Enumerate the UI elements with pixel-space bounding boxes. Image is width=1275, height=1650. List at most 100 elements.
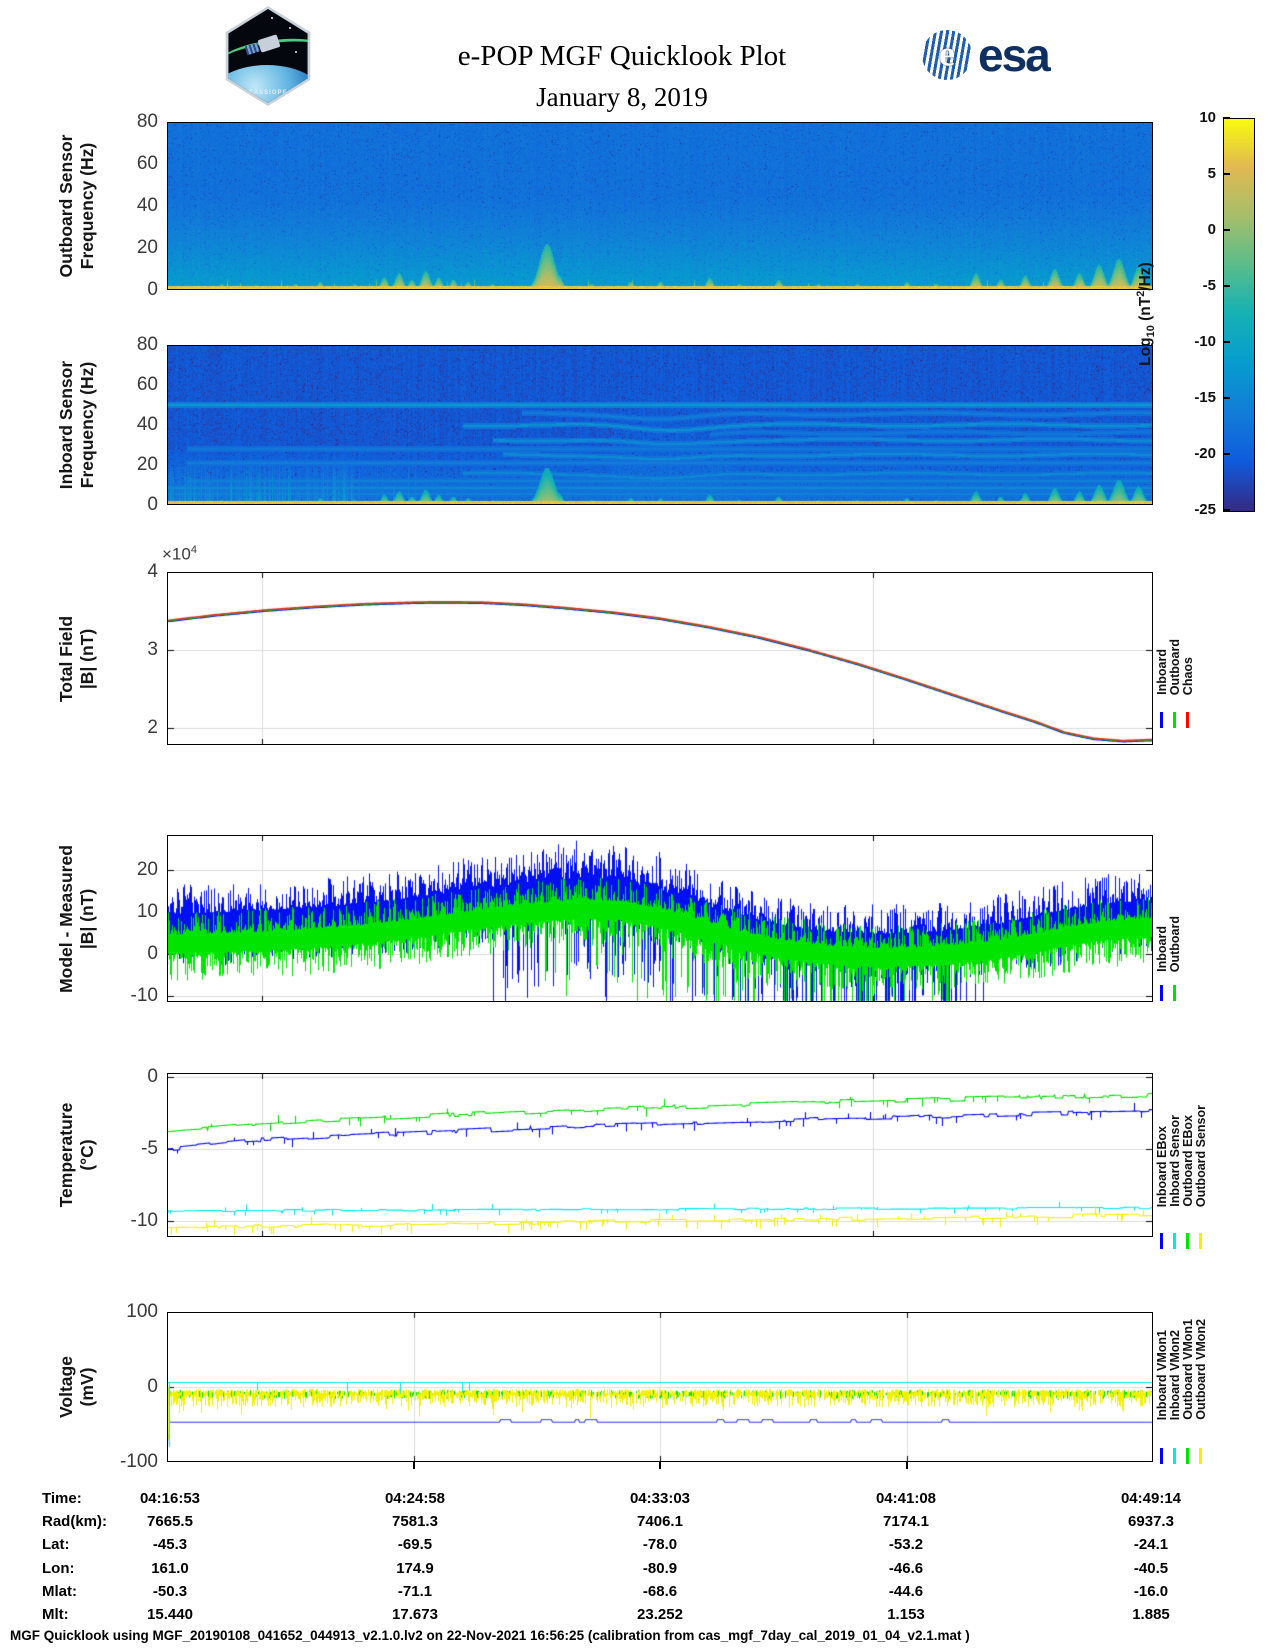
total-field-ytick-label: 4 xyxy=(147,561,158,582)
total-field-ytick-label: 3 xyxy=(147,639,158,660)
table-row-label-lon: Lon: xyxy=(42,1559,75,1577)
table-cell: 7581.3 xyxy=(392,1513,438,1531)
table-cell: -40.5 xyxy=(1133,1559,1169,1577)
voltage-canvas xyxy=(167,1312,1153,1462)
model-minus-measured-ylabel: Model - Measured |B| (nT) xyxy=(54,835,100,1002)
table-cell: 04:41:08 xyxy=(875,1490,937,1507)
voltage-ytick-label: -100 xyxy=(119,1451,158,1472)
colorbar-tick-label: 5 xyxy=(1207,165,1216,182)
table-row-label-time: Time: xyxy=(42,1490,82,1507)
table-cell: -16.0 xyxy=(1133,1582,1169,1600)
inboard-spectrogram-ylabel: Inboard Sensor Frequency (Hz) xyxy=(54,345,100,505)
model-minus-measured-canvas xyxy=(167,835,1153,1002)
colorbar-tick-label: -15 xyxy=(1194,389,1216,406)
model-minus-measured-legend: Inboard Outboard xyxy=(1155,835,1216,1002)
inboard-spectrogram-ytick-label: 40 xyxy=(136,414,158,435)
total-field-ylabel-text: Total Field |B| (nT) xyxy=(56,615,97,702)
footer-provenance-text: MGF Quicklook using MGF_20190108_041652_… xyxy=(10,1628,970,1643)
legend-swatch xyxy=(1173,985,1176,1001)
inboard-spectrogram-canvas xyxy=(167,345,1153,505)
table-cell: 15.440 xyxy=(147,1606,193,1623)
table-cell: -71.1 xyxy=(397,1582,433,1600)
esa-e-glyph: e xyxy=(939,33,955,74)
table-cell: 04:49:14 xyxy=(1120,1490,1182,1507)
colorbar-tick-label: 0 xyxy=(1207,221,1216,238)
inboard-spectrogram-ytick-label: 80 xyxy=(136,334,158,355)
temperature-ytick-label: -5 xyxy=(141,1138,158,1159)
esa-logo: e esa xyxy=(922,28,1051,82)
star-dot xyxy=(295,51,297,53)
legend-swatch xyxy=(1186,1233,1189,1249)
table-row-label-mlat: Mlat: xyxy=(42,1582,77,1600)
legend-swatch xyxy=(1160,985,1163,1001)
total-field-ytick-label: 2 xyxy=(147,717,158,738)
table-cell: 17.673 xyxy=(392,1606,438,1623)
colorbar-tick-mark xyxy=(1223,173,1230,175)
esa-logo-text: esa xyxy=(978,29,1051,81)
table-cell: -24.1 xyxy=(1133,1536,1169,1554)
legend-swatch xyxy=(1186,1448,1189,1464)
colorbar-tick-label: -10 xyxy=(1194,333,1216,350)
colorbar-tick-mark xyxy=(1223,397,1230,399)
outboard-spectrogram-ylabel: Outboard Sensor Frequency (Hz) xyxy=(54,122,100,290)
colorbar-tick-label: -5 xyxy=(1202,277,1216,294)
star-dot xyxy=(271,17,273,19)
outboard-spectrogram-canvas xyxy=(167,122,1153,290)
table-cell: -53.2 xyxy=(888,1536,924,1554)
table-cell: 04:33:03 xyxy=(629,1490,691,1507)
model-minus-measured-ytick-label: 10 xyxy=(136,901,158,922)
table-row-label-lat: Lat: xyxy=(42,1536,70,1554)
table-cell: 7174.1 xyxy=(883,1513,929,1531)
model-minus-measured-ytick-label: 0 xyxy=(147,943,158,964)
outboard-spectrogram-ylabel-text: Outboard Sensor Frequency (Hz) xyxy=(56,134,97,278)
colorbar-label-text: Log10 (nT2/Hz) xyxy=(1134,262,1158,366)
page-subtitle: January 8, 2019 xyxy=(536,82,708,112)
voltage-ytick-label: 100 xyxy=(126,1301,158,1322)
voltage-ytick-label: 0 xyxy=(147,1376,158,1397)
table-row-label-radkm: Rad(km): xyxy=(42,1513,108,1531)
total-field-y-multiplier: ×104 xyxy=(162,544,197,564)
table-cell: 174.9 xyxy=(396,1559,434,1577)
model-minus-measured-ytick-label: 20 xyxy=(136,859,158,880)
legend-label-chaos: Chaos xyxy=(1181,656,1195,695)
table-cell: 04:16:53 xyxy=(139,1490,201,1507)
total-field-ylabel: Total Field |B| (nT) xyxy=(54,572,100,745)
outboard-spectrogram-ytick-label: 80 xyxy=(136,111,158,132)
table-row-label-mlt: Mlt: xyxy=(42,1606,69,1623)
voltage-legend: Inboard VMon1 Inboard VMon2 Outboard VMon1… xyxy=(1155,1312,1216,1464)
colorbar-tick-label: -20 xyxy=(1194,445,1216,462)
colorbar xyxy=(1223,118,1255,512)
outboard-spectrogram-ytick-label: 40 xyxy=(136,195,158,216)
time-axis-tick xyxy=(659,1462,661,1469)
table-cell: -46.6 xyxy=(888,1559,924,1577)
legend-swatch xyxy=(1160,1233,1163,1249)
table-cell: 04:24:58 xyxy=(384,1490,446,1507)
total-field-canvas xyxy=(167,572,1153,745)
table-cell: -50.3 xyxy=(152,1582,188,1600)
temperature-ytick-label: -10 xyxy=(130,1210,158,1231)
temperature-ytick-label: 0 xyxy=(147,1066,158,1087)
outboard-spectrogram-ytick-label: 60 xyxy=(136,153,158,174)
table-cell: 1.153 xyxy=(887,1606,925,1623)
colorbar-tick-label: -25 xyxy=(1194,501,1216,518)
table-cell: 1.885 xyxy=(1132,1606,1170,1623)
table-cell: -44.6 xyxy=(888,1582,924,1600)
colorbar-tick-mark xyxy=(1223,509,1230,511)
colorbar-tick-mark xyxy=(1223,341,1230,343)
legend-swatch xyxy=(1160,1448,1163,1464)
inboard-spectrogram-ytick-label: 0 xyxy=(147,494,158,515)
table-cell: -69.5 xyxy=(397,1536,433,1554)
legend-label-outboard-sensor: Outboard Sensor xyxy=(1194,1104,1208,1207)
table-cell: -80.9 xyxy=(642,1559,678,1577)
patch-label: CASSIOPE xyxy=(248,90,288,96)
table-cell: 161.0 xyxy=(151,1559,189,1577)
temperature-legend: Inboard EBox Inboard Sensor Outboard EBox O… xyxy=(1155,1073,1216,1249)
colorbar-label: Log10 (nT2/Hz) xyxy=(1128,118,1164,510)
legend-swatch xyxy=(1186,712,1189,728)
legend-swatch xyxy=(1199,1233,1202,1249)
temperature-canvas xyxy=(167,1073,1153,1237)
legend-label-outboard-vmon2: Outboard VMon2 xyxy=(1194,1319,1208,1420)
colorbar-tick-mark xyxy=(1223,285,1230,287)
